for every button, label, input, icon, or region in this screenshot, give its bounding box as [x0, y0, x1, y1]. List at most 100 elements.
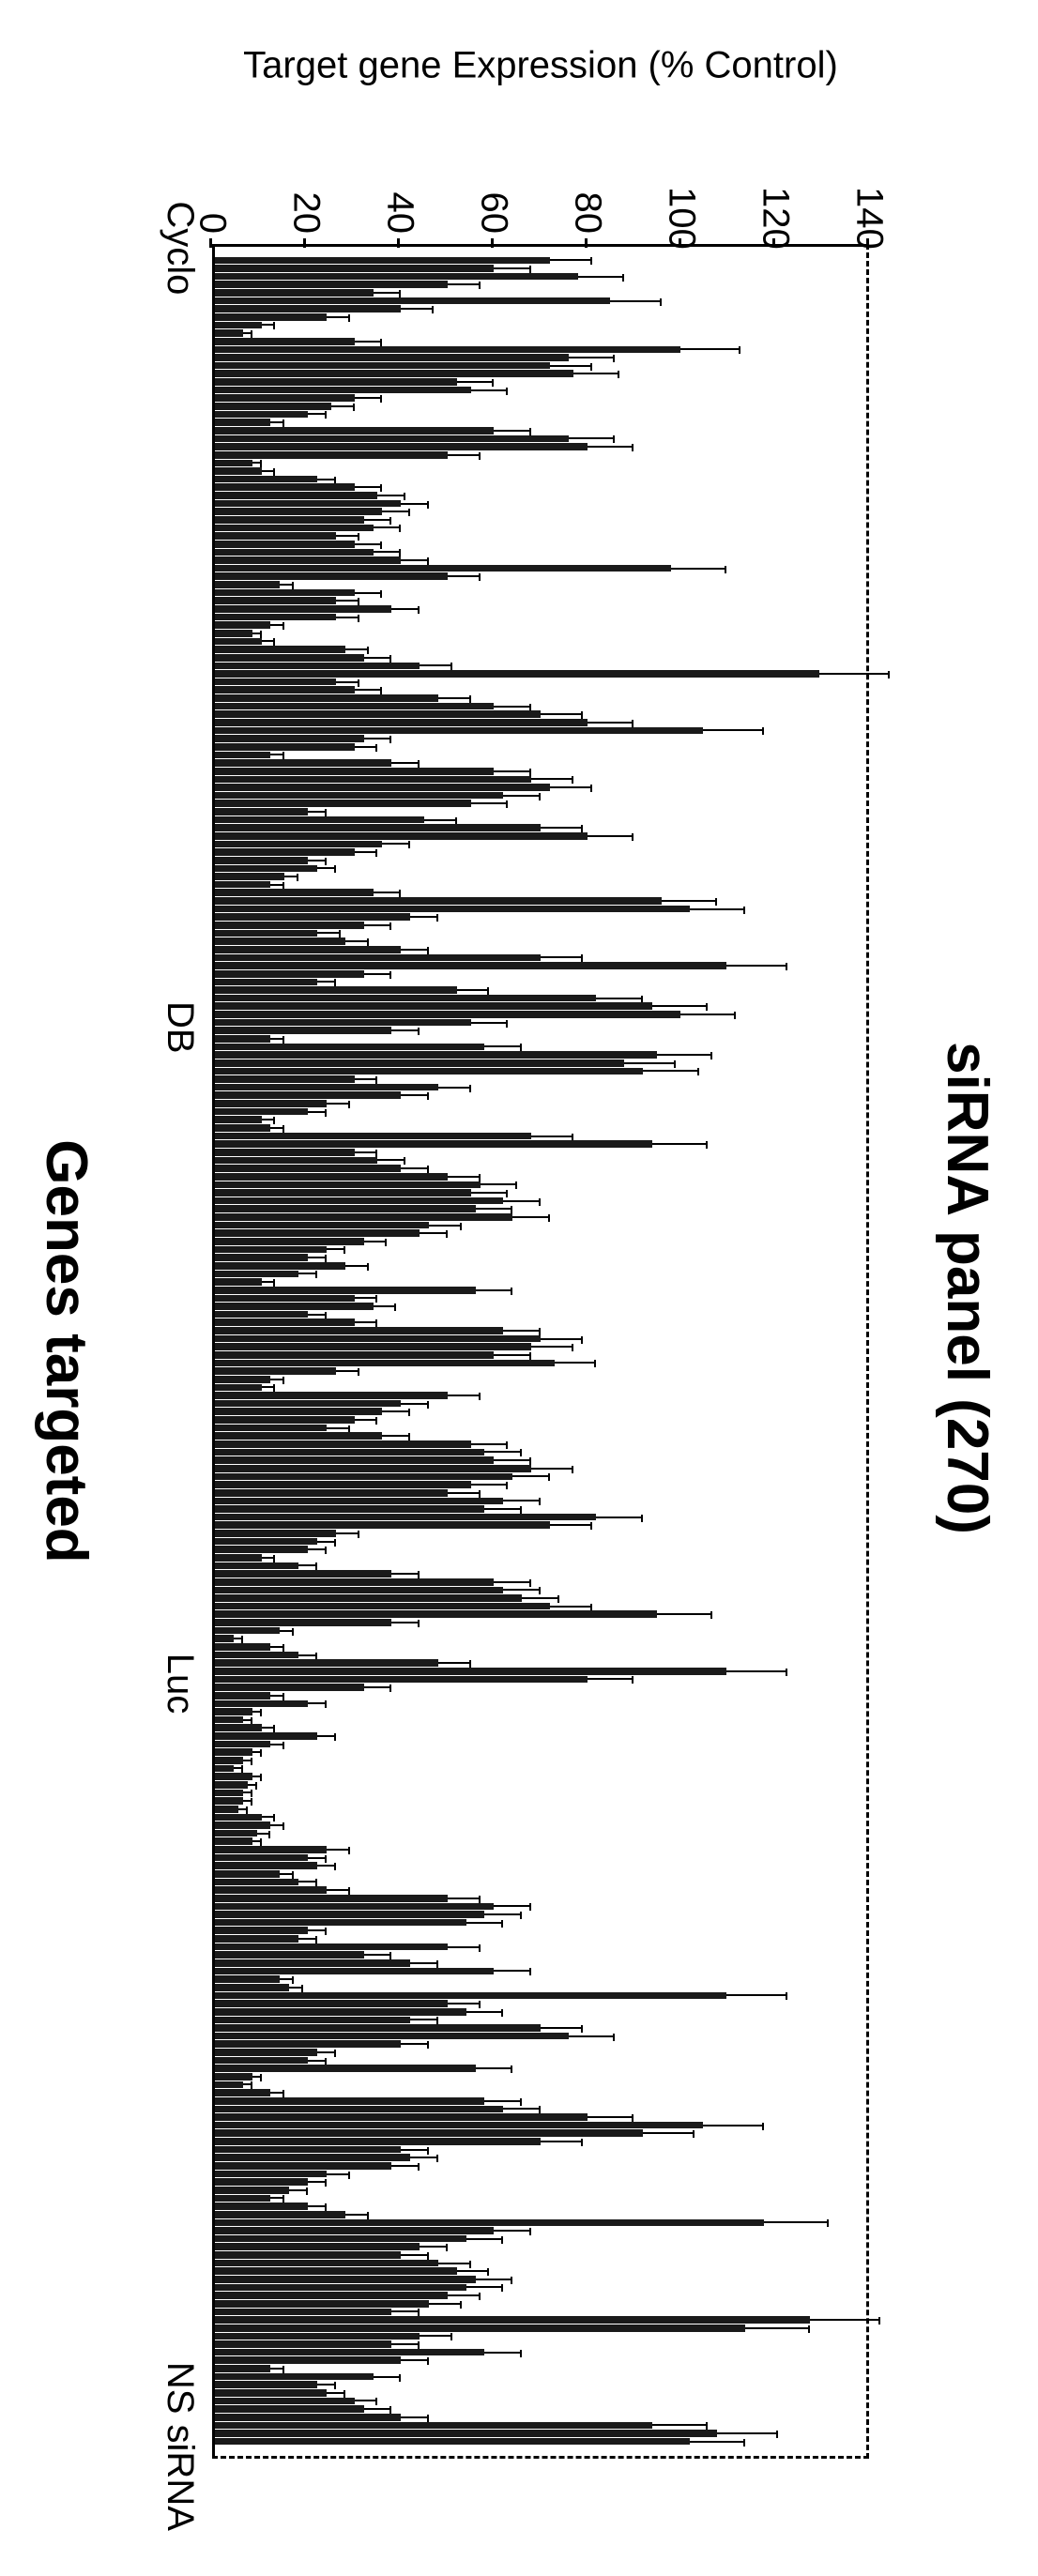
error-bar	[596, 1517, 643, 1518]
error-bar	[555, 1362, 597, 1364]
bar	[215, 986, 457, 994]
bar	[215, 1846, 327, 1853]
error-bar	[471, 1484, 509, 1486]
error-bar	[541, 1338, 583, 1340]
figure-root: siRNA panel (270) Target gene Expression…	[0, 0, 1038, 2576]
error-bar	[284, 876, 298, 877]
bar	[215, 1748, 252, 1756]
bar	[215, 1724, 262, 1731]
bar	[215, 1278, 262, 1286]
error-bar	[327, 1103, 350, 1105]
error-bar	[569, 2035, 616, 2037]
error-bar	[588, 1678, 634, 1680]
error-bar	[327, 2392, 345, 2394]
plot-area	[212, 244, 869, 2459]
error-bar	[610, 300, 662, 302]
bar	[215, 937, 345, 945]
bar	[215, 1927, 308, 1934]
bar	[215, 2365, 270, 2372]
bar	[215, 2300, 429, 2308]
error-bar	[466, 2011, 504, 2013]
error-bar	[355, 689, 383, 691]
bar	[215, 1716, 243, 1724]
bar	[215, 1189, 471, 1197]
error-bar	[336, 1532, 359, 1534]
error-bar	[448, 454, 481, 456]
error-bar	[374, 892, 402, 893]
error-bar	[494, 430, 531, 432]
error-bar	[355, 397, 383, 399]
error-bar	[578, 276, 625, 278]
error-bar	[308, 1111, 327, 1113]
error-bar	[401, 2043, 429, 2045]
bar	[215, 2227, 494, 2234]
bar	[215, 2000, 448, 2007]
bar	[215, 1440, 471, 1448]
bar	[215, 2129, 643, 2137]
error-bar	[308, 1257, 327, 1258]
bar	[215, 2040, 401, 2048]
error-bar	[355, 592, 383, 594]
error-bar	[466, 1922, 504, 1924]
error-bar	[308, 1314, 327, 1316]
error-bar	[374, 551, 402, 553]
error-bar	[270, 421, 284, 423]
error-bar	[270, 2368, 284, 2370]
bar	[215, 1157, 378, 1165]
error-bar	[471, 1192, 509, 1194]
bar	[215, 897, 662, 905]
bar	[215, 1806, 238, 1813]
bar	[215, 451, 448, 459]
error-bar	[471, 389, 509, 391]
bar	[215, 1570, 391, 1578]
bar	[215, 970, 364, 978]
error-bar	[234, 1767, 243, 1769]
bar	[215, 962, 726, 969]
bar	[215, 411, 308, 419]
error-bar	[476, 1289, 513, 1291]
error-bar	[262, 1816, 276, 1818]
error-bar	[270, 2197, 284, 2199]
bar	[215, 1002, 652, 1010]
bar	[215, 354, 569, 361]
bar	[215, 1327, 503, 1334]
bar	[215, 1238, 364, 1245]
bar	[215, 1538, 317, 1546]
bar	[215, 1968, 494, 1975]
error-bar	[355, 1078, 378, 1080]
bar	[215, 2316, 811, 2324]
bar	[215, 881, 270, 889]
bar	[215, 2422, 652, 2430]
error-bar	[257, 1833, 271, 1835]
error-bar	[317, 1865, 336, 1867]
error-bar	[243, 332, 252, 334]
bar	[215, 1416, 355, 1424]
error-bar	[364, 519, 392, 521]
error-bar	[485, 1451, 523, 1453]
error-bar	[494, 2230, 531, 2232]
bar	[215, 2081, 243, 2089]
error-bar	[420, 2335, 452, 2337]
bar	[215, 1521, 550, 1529]
bar	[215, 329, 243, 337]
bar	[215, 703, 494, 710]
bar	[215, 1173, 448, 1181]
bar	[215, 257, 550, 265]
bar	[215, 2333, 420, 2340]
bar	[215, 800, 471, 807]
bar	[215, 1465, 531, 1472]
error-bar	[457, 381, 495, 383]
bar	[215, 1627, 280, 1635]
error-bar	[243, 1791, 252, 1793]
bar	[215, 1262, 345, 1270]
bar	[215, 2292, 448, 2299]
error-bar	[680, 1014, 736, 1015]
error-bar	[382, 511, 410, 512]
bar	[215, 2203, 308, 2210]
bar	[215, 792, 503, 800]
bar	[215, 1197, 503, 1205]
bar	[215, 1068, 643, 1075]
bar	[215, 1684, 364, 1691]
bar	[215, 1116, 262, 1123]
bar	[215, 2398, 355, 2405]
